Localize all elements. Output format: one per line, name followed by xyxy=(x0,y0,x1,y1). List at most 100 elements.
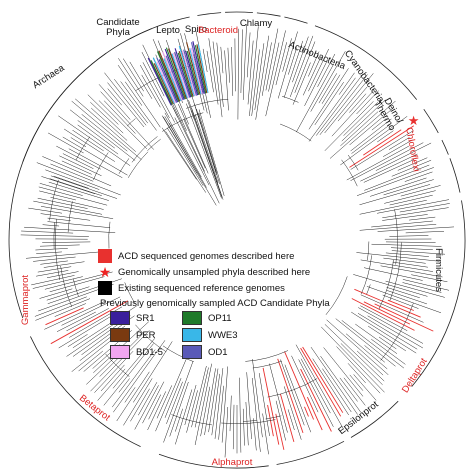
tree-branch xyxy=(251,49,260,116)
clade-label-actinobacteria: Actinobacteria xyxy=(287,39,348,72)
tree-branch xyxy=(142,44,179,118)
tree-branch xyxy=(72,129,104,152)
candidate-phyla-branch xyxy=(181,50,196,97)
tree-branch xyxy=(206,50,214,93)
tree-branch xyxy=(367,315,424,349)
tree-branch xyxy=(359,224,437,231)
tree-branch xyxy=(33,200,103,215)
tree-branch xyxy=(117,64,161,128)
tree-branch xyxy=(234,38,236,92)
tree-branch xyxy=(390,247,433,250)
tree-branch xyxy=(50,197,104,210)
tree-branch xyxy=(62,136,128,176)
tree-branch xyxy=(63,128,116,162)
tree-internal-arc xyxy=(67,201,73,233)
tree-branch xyxy=(355,323,398,354)
tree-branch xyxy=(37,266,72,273)
candidate-phyla-branch xyxy=(190,42,204,94)
tree-branch xyxy=(400,185,441,197)
clade-label-chloroflexi: Chloroflexi xyxy=(403,127,422,173)
tree-branch xyxy=(405,231,445,234)
clade-label-cyanobacteria: Cyanobacteria xyxy=(342,48,387,105)
legend-acd-sequenced: ACD sequenced genomes described here xyxy=(98,248,388,264)
tree-internal-arc xyxy=(124,282,136,305)
root-branch xyxy=(183,118,206,169)
tree-branch xyxy=(111,349,156,408)
tree-branch xyxy=(42,241,91,243)
tree-branch xyxy=(75,98,136,152)
tree-branch xyxy=(67,334,88,347)
tree-branch xyxy=(308,77,356,142)
tree-branch xyxy=(43,261,85,268)
tree-branch xyxy=(341,320,405,369)
root-branch xyxy=(161,127,197,180)
candidate-phyla-branch xyxy=(194,45,207,94)
tree-internal-arc xyxy=(93,152,109,180)
tree-branch xyxy=(284,364,312,433)
tree-branch xyxy=(36,270,69,277)
tree-internal-arc xyxy=(75,136,91,161)
tree-branch xyxy=(186,390,198,433)
tree-branch xyxy=(175,389,193,445)
tree-branch xyxy=(53,175,89,189)
tree-branch xyxy=(383,179,434,196)
tree-branch xyxy=(385,252,429,257)
tree-branch xyxy=(107,88,122,106)
tree-branch xyxy=(56,311,96,332)
tree-branch xyxy=(329,100,396,159)
tree-branch xyxy=(49,178,102,196)
tree-branch xyxy=(184,384,197,426)
candidate-phyla-branch xyxy=(172,52,190,99)
tree-branch xyxy=(347,363,366,384)
tree-branch xyxy=(246,32,251,78)
tree-branch xyxy=(32,276,83,289)
tree-branch xyxy=(112,338,156,389)
tree-branch xyxy=(193,53,208,114)
clade-label-archaea: Archaea xyxy=(31,62,67,91)
root-branch xyxy=(164,112,202,178)
tree-branch xyxy=(308,68,349,130)
candidate-phyla-branch xyxy=(171,53,189,99)
tree-branch xyxy=(277,358,304,434)
tree-branch xyxy=(268,42,280,92)
tree-branch xyxy=(279,393,295,443)
candidate-phyla-branch xyxy=(178,50,194,97)
tree-branch xyxy=(283,40,304,98)
tree-branch xyxy=(275,413,285,450)
tree-branch xyxy=(21,230,74,234)
tree-branch xyxy=(275,400,286,441)
tree-branch xyxy=(360,294,424,323)
tree-branch xyxy=(100,364,125,392)
legend-phylum-op11: OP11 xyxy=(182,311,272,325)
root-branch xyxy=(194,114,219,184)
tree-branch xyxy=(224,50,229,111)
tree-internal-arc xyxy=(60,265,73,307)
tree-branch xyxy=(343,102,378,136)
tree-branch xyxy=(116,371,150,422)
tree-branch xyxy=(312,358,349,416)
tree-branch xyxy=(391,159,432,177)
tree-branch xyxy=(98,84,131,120)
tree-branch xyxy=(349,93,367,113)
tree-branch xyxy=(304,59,329,107)
legend-phylum-label: OD1 xyxy=(208,346,228,358)
clade-arc-bacteroid xyxy=(256,12,281,17)
tree-branch xyxy=(261,42,272,96)
candidate-phyla-branch xyxy=(196,44,208,94)
tree-branch xyxy=(255,35,270,120)
tree-branch xyxy=(402,282,442,293)
tree-branch xyxy=(47,132,84,154)
tree-branch xyxy=(211,373,220,436)
root-branch xyxy=(174,117,210,186)
clade-arc-betaprot xyxy=(30,336,141,447)
tree-branch xyxy=(389,235,429,237)
tree-branch xyxy=(356,350,384,376)
tree-branch xyxy=(399,203,450,213)
tree-branch xyxy=(50,163,94,182)
tree-branch xyxy=(97,368,126,401)
tree-branch xyxy=(343,377,366,406)
tree-branch xyxy=(81,114,128,152)
clade-arc-deino-thermo xyxy=(441,139,449,155)
tree-branch xyxy=(288,47,298,75)
